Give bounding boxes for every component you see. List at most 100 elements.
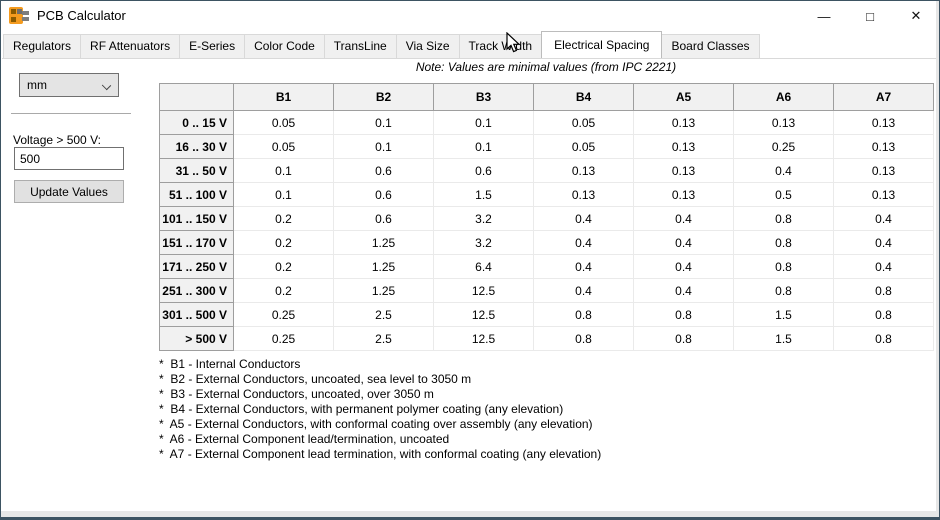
value-cell: 0.2 — [233, 254, 334, 279]
value-cell: 0.8 — [533, 302, 634, 327]
chevron-down-icon — [101, 80, 112, 91]
row-header-cell: 101 .. 150 V — [159, 206, 234, 231]
value-cell: 0.13 — [533, 158, 634, 183]
tab-e-series[interactable]: E-Series — [179, 34, 246, 58]
footnote-item: * A5 - External Conductors, with conform… — [159, 417, 593, 431]
tab-board-classes[interactable]: Board Classes — [661, 34, 760, 58]
row-header-cell: > 500 V — [159, 326, 234, 351]
value-cell: 0.25 — [733, 134, 834, 159]
footnote-item: * A7 - External Component lead terminati… — [159, 447, 602, 461]
row-header-cell: 151 .. 170 V — [159, 230, 234, 255]
tab-panel-edge — [2, 58, 938, 59]
table-row: 301 .. 500 V 0.25 2.5 12.5 0.8 0.8 1.5 0.8 — [159, 302, 934, 327]
tab-color-code[interactable]: Color Code — [244, 34, 325, 58]
footnote-item: * A6 - External Component lead/terminati… — [159, 432, 450, 446]
value-cell: 0.4 — [633, 254, 734, 279]
value-cell: 0.2 — [233, 278, 334, 303]
value-cell: 0.1 — [333, 134, 434, 159]
value-cell: 0.4 — [633, 278, 734, 303]
value-cell: 0.13 — [833, 110, 934, 135]
voltage-label: Voltage > 500 V: — [13, 133, 101, 147]
value-cell: 0.8 — [733, 230, 834, 255]
value-cell: 0.8 — [733, 254, 834, 279]
value-cell: 0.5 — [733, 182, 834, 207]
window-right-frame — [936, 1, 939, 517]
value-cell: 0.4 — [533, 206, 634, 231]
table-row: 251 .. 300 V 0.2 1.25 12.5 0.4 0.4 0.8 0.8 — [159, 278, 934, 303]
value-cell: 12.5 — [433, 302, 534, 327]
column-header-b4: B4 — [533, 83, 634, 111]
tab-via-size[interactable]: Via Size — [395, 34, 460, 58]
value-cell: 0.1 — [233, 182, 334, 207]
value-cell: 0.05 — [533, 134, 634, 159]
value-cell: 0.13 — [733, 110, 834, 135]
column-header-b2: B2 — [333, 83, 434, 111]
value-cell: 0.2 — [233, 230, 334, 255]
row-header-cell: 16 .. 30 V — [159, 134, 234, 159]
tab-bar: Regulators RF Attenuators E-Series Color Co… — [3, 31, 937, 58]
app-icon — [9, 6, 29, 26]
ipc-note: Note: Values are minimal values (from IP… — [415, 60, 677, 74]
tab-transline[interactable]: TransLine — [323, 34, 397, 58]
value-cell: 3.2 — [433, 206, 534, 231]
window-controls: — □ ✕ — [801, 1, 939, 31]
value-cell: 0.05 — [233, 134, 334, 159]
value-cell: 0.8 — [733, 206, 834, 231]
table-row: 16 .. 30 V 0.05 0.1 0.1 0.05 0.13 0.25 0.13 — [159, 134, 934, 159]
value-cell: 0.6 — [433, 158, 534, 183]
table-row: 31 .. 50 V 0.1 0.6 0.6 0.13 0.13 0.4 0.13 — [159, 158, 934, 183]
value-cell: 0.4 — [533, 254, 634, 279]
footnote-item: * B2 - External Conductors, uncoated, se… — [159, 372, 472, 386]
value-cell: 12.5 — [433, 278, 534, 303]
value-cell: 0.13 — [633, 134, 734, 159]
column-header-b1: B1 — [233, 83, 334, 111]
tab-rf-attenuators[interactable]: RF Attenuators — [80, 34, 181, 58]
value-cell: 0.8 — [733, 278, 834, 303]
value-cell: 1.25 — [333, 278, 434, 303]
row-header-cell: 0 .. 15 V — [159, 110, 234, 135]
value-cell: 0.1 — [233, 158, 334, 183]
row-header-cell: 171 .. 250 V — [159, 254, 234, 279]
unit-dropdown-value: mm — [27, 78, 47, 92]
value-cell: 0.1 — [333, 110, 434, 135]
value-cell: 12.5 — [433, 326, 534, 351]
footnotes-list: * B1 - Internal Conductors * B2 - Externa… — [159, 357, 601, 462]
update-values-button[interactable]: Update Values — [14, 180, 124, 203]
value-cell: 0.4 — [833, 254, 934, 279]
unit-dropdown[interactable]: mm — [19, 73, 119, 97]
window-bottom-frame[interactable] — [1, 511, 939, 517]
value-cell: 0.13 — [833, 134, 934, 159]
electrical-spacing-table: B1 B2 B3 B4 A5 A6 A7 0 .. 15 V 0.05 0.1 0.1 0.05 0.… — [159, 83, 934, 351]
tab-regulators[interactable]: Regulators — [3, 34, 82, 58]
table-row: 101 .. 150 V 0.2 0.6 3.2 0.4 0.4 0.8 0.4 — [159, 206, 934, 231]
minimize-button[interactable]: — — [817, 8, 831, 24]
value-cell: 0.13 — [833, 158, 934, 183]
value-cell: 0.4 — [733, 158, 834, 183]
row-header-cell: 51 .. 100 V — [159, 182, 234, 207]
tab-electrical-spacing[interactable]: Electrical Spacing — [541, 31, 663, 58]
value-cell: 0.1 — [433, 110, 534, 135]
table-row: 151 .. 170 V 0.2 1.25 3.2 0.4 0.4 0.8 0.4 — [159, 230, 934, 255]
value-cell: 6.4 — [433, 254, 534, 279]
close-button[interactable]: ✕ — [910, 8, 922, 23]
value-cell: 0.25 — [233, 326, 334, 351]
value-cell: 0.4 — [833, 206, 934, 231]
voltage-input[interactable] — [14, 147, 124, 170]
value-cell: 0.8 — [833, 302, 934, 327]
value-cell: 0.8 — [533, 326, 634, 351]
tab-track-width[interactable]: Track Width — [458, 34, 543, 58]
table-row: 0 .. 15 V 0.05 0.1 0.1 0.05 0.13 0.13 0.13 — [159, 110, 934, 135]
column-header-b3: B3 — [433, 83, 534, 111]
value-cell: 1.25 — [333, 230, 434, 255]
value-cell: 0.8 — [833, 326, 934, 351]
value-cell: 0.25 — [233, 302, 334, 327]
maximize-button[interactable]: □ — [866, 8, 874, 24]
value-cell: 1.5 — [733, 302, 834, 327]
value-cell: 0.1 — [433, 134, 534, 159]
value-cell: 0.4 — [633, 230, 734, 255]
column-header-a5: A5 — [633, 83, 734, 111]
window-title: PCB Calculator — [37, 8, 126, 23]
value-cell: 0.6 — [333, 206, 434, 231]
value-cell: 0.8 — [833, 278, 934, 303]
